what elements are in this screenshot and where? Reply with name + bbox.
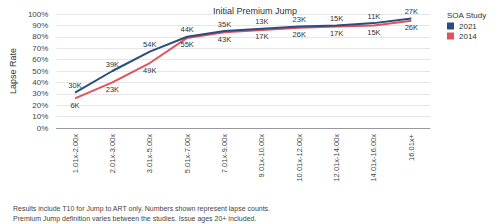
svg-text:43K: 43K xyxy=(218,35,231,44)
svg-text:6K: 6K xyxy=(70,101,79,110)
svg-text:1.01x-2.00x: 1.01x-2.00x xyxy=(71,134,80,173)
svg-text:27K: 27K xyxy=(405,7,418,16)
svg-text:Initial Premium Jump: Initial Premium Jump xyxy=(213,6,297,16)
svg-text:100%: 100% xyxy=(28,10,48,19)
svg-text:54K: 54K xyxy=(143,40,156,49)
svg-text:17K: 17K xyxy=(330,29,343,38)
svg-text:20%: 20% xyxy=(32,101,48,110)
svg-text:70%: 70% xyxy=(32,44,48,53)
svg-text:50%: 50% xyxy=(32,67,48,76)
svg-text:11K: 11K xyxy=(368,12,381,21)
svg-text:30%: 30% xyxy=(32,89,48,98)
svg-text:15K: 15K xyxy=(330,14,343,23)
svg-text:10.01x-12.00x: 10.01x-12.00x xyxy=(295,134,304,182)
svg-text:0%: 0% xyxy=(37,124,49,133)
svg-text:26K: 26K xyxy=(293,30,306,39)
svg-text:60%: 60% xyxy=(32,55,48,64)
svg-text:90%: 90% xyxy=(32,21,48,30)
svg-text:9.01x-10.00x: 9.01x-10.00x xyxy=(257,134,266,178)
svg-text:55K: 55K xyxy=(180,40,193,49)
svg-text:2021: 2021 xyxy=(459,22,477,31)
svg-text:14.01x-16.00x: 14.01x-16.00x xyxy=(369,134,378,182)
svg-text:40%: 40% xyxy=(32,78,48,87)
svg-text:2014: 2014 xyxy=(459,32,477,41)
svg-text:30K: 30K xyxy=(68,81,81,90)
svg-text:17K: 17K xyxy=(255,32,268,41)
svg-text:7.01x-9.00x: 7.01x-9.00x xyxy=(220,134,229,173)
svg-text:Premium Jump definition varies: Premium Jump definition varies between t… xyxy=(13,215,256,223)
svg-text:16.01x+: 16.01x+ xyxy=(407,133,416,161)
svg-text:15K: 15K xyxy=(367,28,380,37)
svg-text:35K: 35K xyxy=(218,20,231,29)
svg-text:44K: 44K xyxy=(180,25,193,34)
svg-text:26K: 26K xyxy=(405,23,418,32)
svg-text:49K: 49K xyxy=(143,66,156,75)
svg-text:Lapse Rate: Lapse Rate xyxy=(8,48,18,94)
svg-text:SOA Study: SOA Study xyxy=(447,11,486,20)
svg-text:12.01x-14.00x: 12.01x-14.00x xyxy=(332,134,341,182)
svg-text:10%: 10% xyxy=(32,112,48,121)
svg-text:23K: 23K xyxy=(293,15,306,24)
svg-text:5.01x-7.00x: 5.01x-7.00x xyxy=(183,134,192,173)
svg-text:2.01x-3.00x: 2.01x-3.00x xyxy=(108,134,117,173)
svg-text:23K: 23K xyxy=(106,85,119,94)
svg-text:Results include T10 for Jump t: Results include T10 for Jump to ART only… xyxy=(13,205,270,213)
svg-text:13K: 13K xyxy=(255,17,268,26)
svg-text:39K: 39K xyxy=(106,60,119,69)
svg-text:3.01x-5.00x: 3.01x-5.00x xyxy=(145,134,154,173)
svg-text:80%: 80% xyxy=(32,32,48,41)
